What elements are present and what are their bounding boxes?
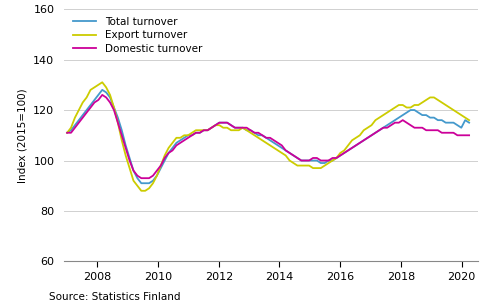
- Domestic turnover: [271, 139, 277, 142]
- Domestic turnover: [189, 133, 195, 137]
- Export turnover: [76, 108, 82, 112]
- Export turnover: [439, 101, 445, 104]
- Export turnover: [189, 131, 195, 135]
- Total turnover: [271, 141, 277, 145]
- Total turnover: [99, 88, 105, 92]
- Y-axis label: Index (2015=100): Index (2015=100): [18, 88, 28, 183]
- Total turnover: [64, 131, 70, 135]
- Export turnover: [174, 136, 179, 140]
- Total turnover: [439, 118, 445, 122]
- Export turnover: [139, 189, 144, 193]
- Domestic turnover: [76, 121, 82, 125]
- Line: Domestic turnover: Domestic turnover: [67, 95, 469, 178]
- Total turnover: [189, 133, 195, 137]
- Export turnover: [458, 113, 464, 117]
- Domestic turnover: [466, 133, 472, 137]
- Export turnover: [271, 146, 277, 150]
- Line: Total turnover: Total turnover: [67, 90, 469, 183]
- Legend: Total turnover, Export turnover, Domestic turnover: Total turnover, Export turnover, Domesti…: [73, 17, 202, 54]
- Domestic turnover: [139, 176, 144, 180]
- Total turnover: [466, 121, 472, 125]
- Export turnover: [466, 118, 472, 122]
- Total turnover: [139, 181, 144, 185]
- Line: Export turnover: Export turnover: [67, 82, 469, 191]
- Export turnover: [99, 81, 105, 84]
- Domestic turnover: [458, 133, 464, 137]
- Total turnover: [76, 118, 82, 122]
- Total turnover: [174, 141, 179, 145]
- Total turnover: [458, 126, 464, 130]
- Domestic turnover: [99, 93, 105, 97]
- Export turnover: [64, 131, 70, 135]
- Domestic turnover: [439, 131, 445, 135]
- Text: Source: Statistics Finland: Source: Statistics Finland: [49, 292, 181, 302]
- Domestic turnover: [64, 131, 70, 135]
- Domestic turnover: [174, 143, 179, 147]
